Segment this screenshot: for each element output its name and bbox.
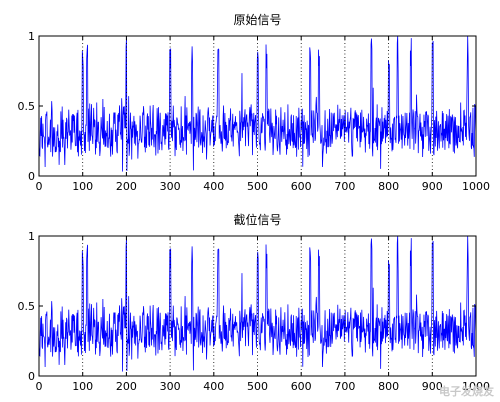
x-tick-label: 1000: [462, 180, 490, 193]
y-tick-label: 0.5: [18, 100, 36, 113]
x-tick-label: 700: [334, 380, 355, 393]
subplot-title: 截位信号: [233, 212, 281, 227]
x-tick-label: 400: [203, 380, 224, 393]
signal-line: [38, 235, 477, 372]
subplot-1: 原始信号 0 100 200 300 400 500 600 700 800 900 1000 0 0.5…: [18, 13, 491, 193]
y-tick-label: 0: [28, 170, 35, 183]
x-tick-label: 1000: [462, 380, 490, 393]
subplot-2: 截位信号 0 100 200 300 400 500 600 700 800 900 1000 0 0.5…: [18, 212, 491, 393]
x-tick-label: 700: [334, 180, 355, 193]
x-tick-label: 300: [160, 180, 181, 193]
y-tick-label: 1: [28, 30, 35, 43]
y-tick-label: 1: [28, 230, 35, 243]
x-tick-label: 0: [36, 180, 43, 193]
x-tick-label: 200: [116, 180, 137, 193]
x-tick-label: 400: [203, 180, 224, 193]
x-tick-label: 900: [422, 180, 443, 193]
x-tick-label: 200: [116, 380, 137, 393]
x-tick-label: 600: [291, 380, 312, 393]
x-tick-label: 800: [378, 380, 399, 393]
x-tick-label: 100: [72, 180, 93, 193]
signal-line: [38, 35, 477, 172]
x-tick-label: 0: [36, 380, 43, 393]
x-tick-label: 300: [160, 380, 181, 393]
x-tick-label: 600: [291, 180, 312, 193]
watermark: 电子发烧友: [439, 385, 494, 398]
y-tick-label: 0: [28, 370, 35, 383]
subplot-title: 原始信号: [233, 13, 281, 27]
x-tick-label: 100: [72, 380, 93, 393]
x-tick-label: 800: [378, 180, 399, 193]
x-tick-label: 900: [422, 380, 443, 393]
x-tick-label: 500: [247, 180, 268, 193]
x-tick-label: 500: [247, 380, 268, 393]
y-tick-label: 0.5: [18, 300, 36, 313]
